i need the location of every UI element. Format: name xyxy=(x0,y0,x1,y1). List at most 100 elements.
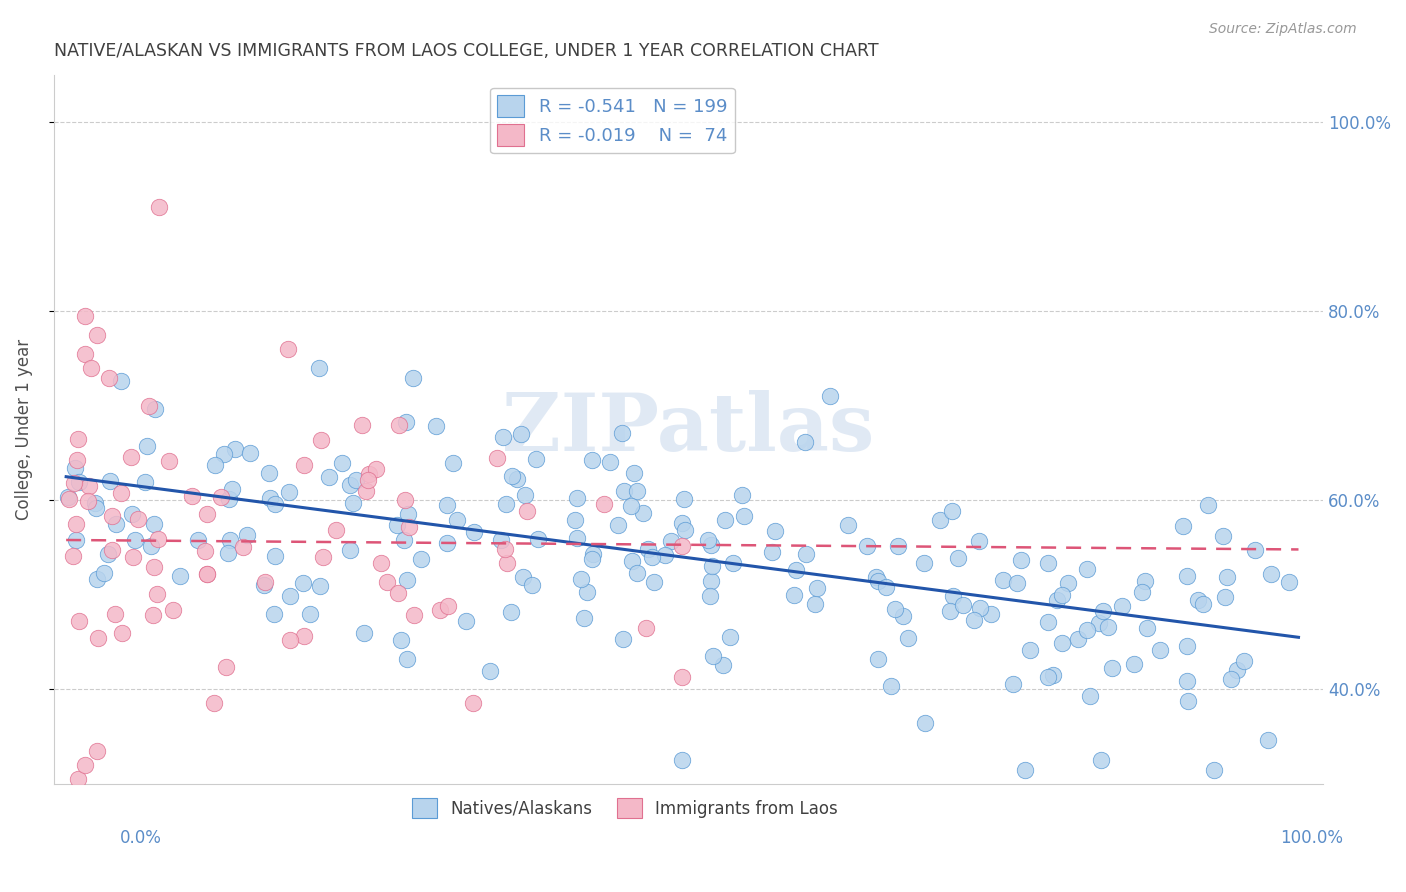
Point xyxy=(1002,676,1025,690)
Point xyxy=(1090,753,1112,767)
Point xyxy=(395,416,418,430)
Point xyxy=(516,504,538,518)
Point xyxy=(259,491,281,505)
Point xyxy=(702,648,724,663)
Point xyxy=(66,453,89,467)
Point xyxy=(292,458,315,473)
Point xyxy=(209,490,232,504)
Point xyxy=(110,625,132,640)
Point xyxy=(626,483,648,498)
Point xyxy=(613,483,636,498)
Point xyxy=(1192,597,1215,611)
Point xyxy=(80,361,103,376)
Point xyxy=(65,533,87,547)
Point xyxy=(67,772,90,786)
Point xyxy=(344,473,367,487)
Point xyxy=(478,665,501,679)
Point xyxy=(143,516,166,531)
Point xyxy=(718,630,741,644)
Point xyxy=(912,556,935,570)
Point xyxy=(239,446,262,460)
Point xyxy=(868,652,890,666)
Point xyxy=(83,496,105,510)
Point xyxy=(522,578,544,592)
Point xyxy=(110,486,132,500)
Point xyxy=(292,575,315,590)
Point xyxy=(879,680,901,694)
Point xyxy=(575,585,598,599)
Point xyxy=(370,556,392,570)
Point xyxy=(1056,576,1078,591)
Point xyxy=(1036,615,1059,630)
Point xyxy=(1149,643,1171,657)
Point xyxy=(389,632,412,647)
Point xyxy=(495,497,517,511)
Point xyxy=(277,485,299,500)
Point xyxy=(636,621,658,635)
Point xyxy=(437,599,460,613)
Point xyxy=(58,491,80,506)
Point xyxy=(194,544,217,558)
Point xyxy=(398,520,420,534)
Point xyxy=(914,715,936,730)
Point xyxy=(582,547,605,561)
Point xyxy=(86,328,108,343)
Legend: Natives/Alaskans, Immigrants from Laos: Natives/Alaskans, Immigrants from Laos xyxy=(405,791,845,825)
Point xyxy=(98,475,121,489)
Point xyxy=(993,573,1015,587)
Point xyxy=(101,509,124,524)
Point xyxy=(1175,674,1198,689)
Point xyxy=(62,476,84,491)
Point xyxy=(524,451,547,466)
Point xyxy=(436,535,458,549)
Point xyxy=(86,744,108,758)
Point xyxy=(699,574,721,588)
Point xyxy=(138,399,160,413)
Point xyxy=(396,507,419,521)
Point xyxy=(84,501,107,516)
Point xyxy=(392,533,415,547)
Point xyxy=(1215,590,1237,604)
Point xyxy=(73,309,96,323)
Point xyxy=(263,607,285,621)
Point xyxy=(454,614,477,628)
Point xyxy=(77,493,100,508)
Point xyxy=(73,757,96,772)
Point xyxy=(357,467,380,482)
Point xyxy=(436,498,458,512)
Point xyxy=(221,482,243,496)
Point xyxy=(342,495,364,509)
Point xyxy=(364,462,387,476)
Point xyxy=(134,475,156,490)
Point xyxy=(1257,733,1279,747)
Text: 0.0%: 0.0% xyxy=(120,829,162,847)
Point xyxy=(1010,553,1032,567)
Point xyxy=(67,475,90,489)
Point xyxy=(697,533,720,547)
Point xyxy=(215,660,238,674)
Point xyxy=(263,498,285,512)
Point xyxy=(714,513,737,527)
Point xyxy=(100,542,122,557)
Point xyxy=(195,567,218,582)
Point xyxy=(806,581,828,595)
Text: ZIPatlas: ZIPatlas xyxy=(502,391,875,468)
Text: NATIVE/ALASKAN VS IMMIGRANTS FROM LAOS COLLEGE, UNDER 1 YEAR CORRELATION CHART: NATIVE/ALASKAN VS IMMIGRANTS FROM LAOS C… xyxy=(53,42,879,60)
Point xyxy=(278,589,301,603)
Point xyxy=(567,531,589,545)
Point xyxy=(204,458,226,472)
Point xyxy=(733,509,755,524)
Point xyxy=(236,528,259,542)
Point xyxy=(219,533,242,548)
Point xyxy=(463,525,485,540)
Point xyxy=(143,402,166,417)
Point xyxy=(1087,615,1109,630)
Point xyxy=(195,566,218,581)
Point xyxy=(1219,672,1241,686)
Point xyxy=(309,433,332,447)
Point xyxy=(763,524,786,539)
Point xyxy=(1175,569,1198,583)
Point xyxy=(404,608,426,623)
Text: 100.0%: 100.0% xyxy=(1279,829,1343,847)
Point xyxy=(124,533,146,547)
